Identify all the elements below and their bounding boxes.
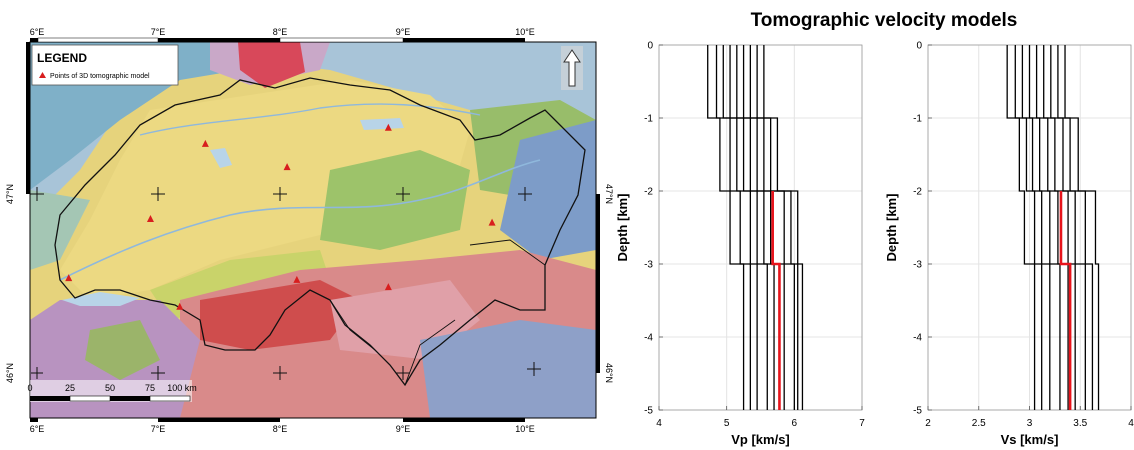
tomography-point-marker: [65, 274, 73, 282]
lon-tick-top: 9°E: [396, 27, 411, 37]
vs-ytick-label: 0: [916, 41, 922, 52]
vp-ytick-label: 0: [647, 41, 653, 52]
tomography-point-marker: [293, 275, 301, 283]
lon-ticks-top: 6°E 7°E 8°E 9°E 10°E: [30, 27, 535, 37]
graticule-crosses: [30, 187, 541, 380]
vs-profile-line: [1064, 45, 1100, 410]
vp-ylabel: Depth [km]: [615, 194, 630, 262]
vs-profile-line: [1006, 45, 1036, 410]
vs-ylabel: Depth [km]: [884, 194, 899, 262]
vp-profile-line: [715, 45, 751, 410]
vs-mean-profile-line: [1059, 191, 1072, 410]
lon-tick-bottom: 7°E: [151, 424, 166, 434]
vp-xtick-label: 6: [792, 418, 798, 429]
legend-entry: Points of 3D tomographic model: [50, 73, 150, 80]
scalebar-label: 75: [145, 383, 155, 393]
vp-profile-line: [756, 45, 799, 410]
lon-tick-top: 6°E: [30, 27, 45, 37]
vp-xtick-label: 4: [656, 418, 662, 429]
lat-tick-right-46: 46°N: [604, 363, 614, 383]
tomography-point-marker: [384, 123, 392, 131]
tomography-point-marker: [283, 163, 291, 171]
vs-profile-line: [1021, 45, 1051, 410]
lon-tick-top: 10°E: [515, 27, 535, 37]
vp-xtick-label: 7: [859, 418, 865, 429]
vs-xtick-label: 3: [1027, 418, 1033, 429]
vp-xlabel: Vp [km/s]: [731, 432, 790, 447]
legend-title: LEGEND: [37, 51, 87, 65]
vp-ytick-label: -5: [644, 406, 653, 417]
scalebar-label: 100 km: [167, 383, 197, 393]
vs-ytick-label: -1: [913, 114, 922, 125]
tomography-points: [65, 123, 496, 310]
map-frame-ticks: [26, 37, 600, 422]
tomography-point-marker: [201, 139, 209, 147]
vp-profile-line: [736, 45, 775, 410]
vp-mean-profile-line: [771, 191, 781, 410]
chart-title: Tomographic velocity models: [751, 10, 1018, 31]
vp-profile-line: [763, 45, 804, 410]
tomography-point-marker: [146, 215, 154, 223]
vs-ytick-label: -4: [913, 333, 922, 344]
lon-tick-top: 7°E: [151, 27, 166, 37]
vs-ytick-label: -2: [913, 187, 922, 198]
scalebar-label: 25: [65, 383, 75, 393]
tomography-point-marker: [384, 283, 392, 291]
vs-xtick-label: 4: [1128, 418, 1134, 429]
vp-ytick-label: -4: [644, 333, 653, 344]
lon-tick-bottom: 6°E: [30, 424, 45, 434]
vs-profile-line: [1050, 45, 1086, 410]
national-border: [54, 77, 586, 387]
lat-tick-left-47: 47°N: [5, 184, 15, 204]
vp-xtick-label: 5: [724, 418, 730, 429]
vs-xtick-label: 2: [925, 418, 931, 429]
vs-xtick-label: 2.5: [972, 418, 986, 429]
vs-xlabel: Vs [km/s]: [1001, 432, 1059, 447]
vs-ytick-label: -5: [913, 406, 922, 417]
vs-xtick-label: 3.5: [1073, 418, 1087, 429]
scalebar-label: 0: [27, 383, 32, 393]
lon-tick-bottom: 9°E: [396, 424, 411, 434]
tomography-point-marker: [488, 218, 496, 226]
vp-chart: 4 5 6 7 0 -1 -2 -3 -4 -5 Vp [km/s] Depth [km]: [615, 41, 865, 448]
vp-profile-line: [707, 45, 745, 410]
geology-units: [30, 42, 596, 418]
vs-profile-line: [1014, 45, 1043, 410]
tomography-point-marker: [176, 302, 184, 310]
lon-tick-bottom: 8°E: [273, 424, 288, 434]
vs-chart: 2 2.5 3 3.5 4 0 -1 -2 -3 -4 -5 Vs [km/s] Depth [km]: [884, 41, 1134, 448]
vp-profile-line: [729, 45, 768, 410]
map-legend: LEGEND Points of 3D tomographic model: [31, 44, 179, 86]
vp-plot-frame: [658, 44, 863, 411]
vp-ytick-label: -3: [644, 260, 653, 271]
lat-tick-left-46: 46°N: [5, 363, 15, 383]
vp-ytick-label: -2: [644, 187, 653, 198]
geologic-map: 6°E 7°E 8°E 9°E 10°E 6°E 7°E 8°E 9°E 10°E 47°N 4…: [5, 27, 614, 434]
vp-ytick-label: -1: [644, 114, 653, 125]
vs-ytick-label: -3: [913, 260, 922, 271]
legend-marker-icon: [39, 72, 46, 78]
north-arrow-icon: [561, 46, 583, 90]
lon-ticks-bottom: 6°E 7°E 8°E 9°E 10°E: [30, 424, 535, 434]
lat-tick-right-47: 47°N: [604, 184, 614, 204]
lon-tick-bottom: 10°E: [515, 424, 535, 434]
lon-tick-top: 8°E: [273, 27, 288, 37]
scale-bar: 0 25 50 75 100 km: [27, 380, 197, 402]
scalebar-label: 50: [105, 383, 115, 393]
